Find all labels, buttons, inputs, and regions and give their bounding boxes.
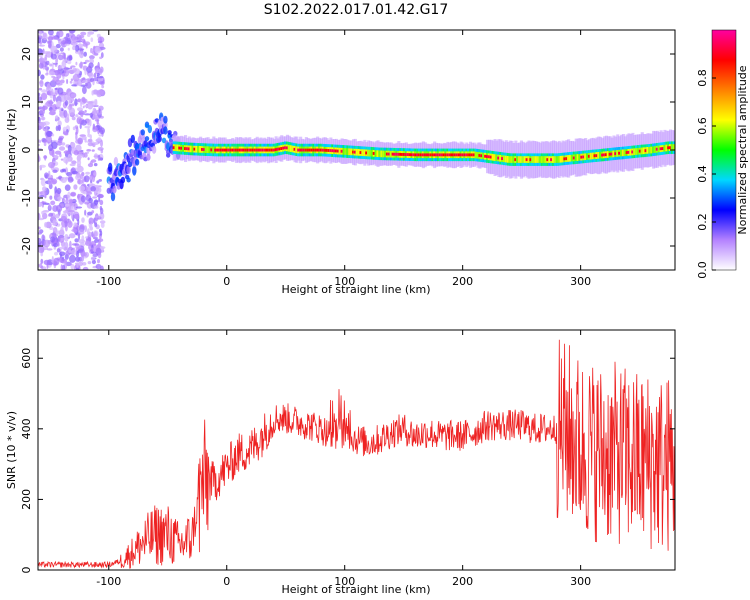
snr-ticks: -100 0 100 200 300 0 200 400 600 — [20, 330, 675, 588]
y-tick-label: -10 — [20, 189, 33, 207]
chart-title: S102.2022.017.01.42.G17 — [264, 2, 449, 18]
x-tick-label: 200 — [452, 575, 473, 588]
colorbar-ticks: 0.0 0.2 0.4 0.6 0.8 — [696, 69, 716, 279]
colorbar-label: Normalized spectral amplitude — [736, 65, 749, 234]
colorbar-tick-label: 0.2 — [696, 213, 709, 231]
x-tick-label: 100 — [334, 575, 355, 588]
y-tick-label: 20 — [20, 47, 33, 61]
snr-panel: -100 0 100 200 300 0 200 400 600 Height of strai… — [5, 329, 676, 596]
x-tick-label: -100 — [96, 575, 121, 588]
colorbar-tick-label: 0.8 — [696, 69, 709, 87]
x-tick-label: -100 — [96, 275, 121, 288]
colorbar-bar — [711, 29, 737, 271]
spectrogram-ylabel: Frequency (Hz) — [5, 109, 18, 192]
x-tick-label: 300 — [570, 575, 591, 588]
snr-series-line — [38, 339, 675, 569]
colorbar-tick-label: 0.6 — [696, 117, 709, 135]
y-tick-label: 10 — [20, 95, 33, 109]
snr-xlabel: Height of straight line (km) — [281, 583, 430, 596]
x-tick-label: 0 — [223, 275, 230, 288]
snr-frame — [37, 329, 676, 571]
colorbar-tick-label: 0.4 — [696, 165, 709, 183]
y-tick-label: 0 — [20, 147, 33, 154]
x-tick-label: 300 — [570, 275, 591, 288]
y-tick-label: 400 — [20, 418, 33, 439]
colorbar-tick-label: 0.0 — [696, 261, 709, 279]
colorbar: 0.0 0.2 0.4 0.6 0.8 Normalized spectral ampl… — [696, 29, 749, 279]
y-tick-label: -20 — [20, 237, 33, 255]
x-tick-label: 200 — [452, 275, 473, 288]
spectrogram-image — [38, 30, 675, 270]
y-tick-label: 200 — [20, 489, 33, 510]
x-tick-label: 100 — [334, 275, 355, 288]
y-tick-label: 600 — [20, 348, 33, 369]
spectrogram-xlabel: Height of straight line (km) — [281, 283, 430, 296]
y-tick-label: 0 — [20, 567, 33, 574]
snr-ylabel: SNR (10 * v/v) — [5, 411, 18, 489]
x-tick-label: 0 — [223, 575, 230, 588]
